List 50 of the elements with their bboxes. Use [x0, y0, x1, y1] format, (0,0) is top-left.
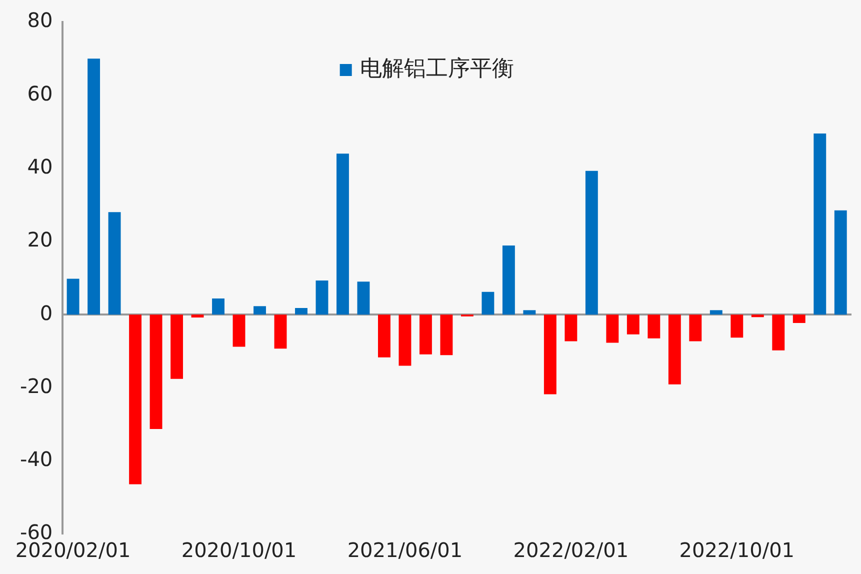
bar [254, 306, 266, 315]
y-tick-label: -40 [20, 447, 53, 472]
bar [66, 278, 80, 315]
bar [482, 292, 494, 315]
y-tick-label: 60 [27, 81, 53, 106]
y-tick-label: 80 [27, 8, 53, 32]
bar [689, 314, 702, 342]
bar [606, 314, 619, 343]
bar [129, 314, 142, 484]
bar [772, 314, 785, 350]
bar [232, 314, 246, 347]
legend-label: 电解铝工序平衡 [360, 56, 514, 82]
bar [191, 314, 204, 318]
bar [88, 58, 100, 315]
bar [544, 314, 556, 394]
bar [212, 298, 224, 315]
bar [419, 314, 432, 354]
bar [274, 314, 287, 349]
bar [564, 314, 578, 342]
bar [626, 314, 640, 334]
bar [150, 314, 162, 430]
bar [295, 308, 308, 315]
bar [108, 212, 121, 315]
bar [585, 170, 598, 315]
x-tick-label: 2021/06/01 [347, 538, 463, 562]
x-tick-label: 2020/02/01 [15, 538, 131, 562]
bar [710, 310, 722, 315]
bar [523, 310, 536, 315]
bar [648, 314, 660, 338]
bar [730, 314, 744, 338]
x-tick-label: 2020/10/01 [181, 538, 297, 562]
x-tick-label: 2022/10/01 [679, 538, 795, 562]
bar [440, 314, 453, 356]
bar [792, 314, 806, 323]
bar [336, 154, 349, 315]
y-tick-label: -20 [20, 374, 53, 398]
bar [834, 210, 847, 315]
bar [398, 314, 412, 366]
x-tick-label: 2022/02/01 [513, 538, 629, 562]
bar [502, 245, 515, 315]
bar [751, 314, 764, 318]
bar [814, 134, 826, 315]
bar [378, 314, 390, 358]
y-tick-label: 20 [27, 228, 53, 252]
bar [668, 314, 681, 384]
y-tick-label: 40 [27, 154, 53, 178]
bar [170, 314, 183, 379]
bar [357, 282, 370, 315]
bar [316, 280, 328, 315]
y-tick-label: 0 [40, 300, 53, 325]
